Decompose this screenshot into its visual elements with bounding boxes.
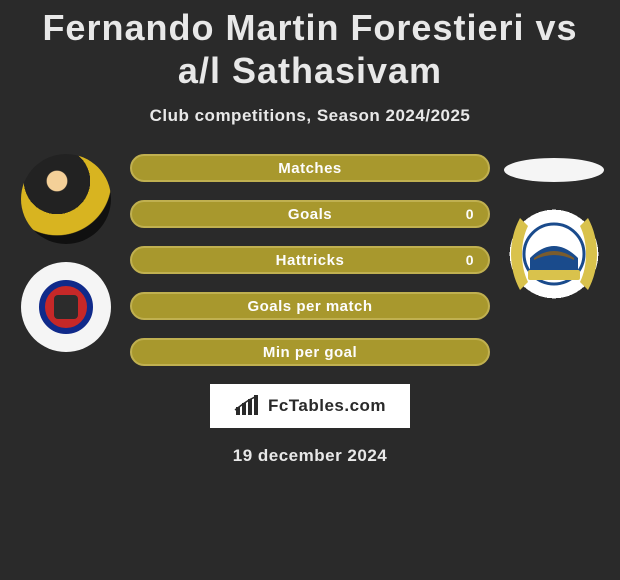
stat-matches: Matches [130,154,490,182]
stat-goals-per-match: Goals per match [130,292,490,320]
bar-chart-icon [234,395,262,417]
player1-team-logo [21,262,111,352]
player2-avatar [504,158,604,182]
comparison-content: Matches Goals 0 Hattricks 0 Goals per ma… [0,154,620,366]
stat-hattricks: Hattricks 0 [130,246,490,274]
player-left-column [6,154,126,352]
stat-label: Matches [278,160,342,177]
page-subtitle: Club competitions, Season 2024/2025 [0,106,620,126]
johor-fc-logo-icon [39,280,93,334]
player1-avatar [21,154,111,244]
stat-label: Goals [288,206,332,223]
stat-bars: Matches Goals 0 Hattricks 0 Goals per ma… [130,154,490,366]
player-right-column [494,154,614,308]
brand-text: FcTables.com [268,396,386,416]
date-text: 19 december 2024 [0,446,620,466]
stat-label: Min per goal [263,344,357,361]
brand-panel: FcTables.com [210,384,410,428]
stat-min-per-goal: Min per goal [130,338,490,366]
stat-label: Goals per match [247,298,372,315]
page-title: Fernando Martin Forestieri vs a/l Sathas… [0,0,620,92]
stat-value-right: 0 [466,206,474,222]
stat-value-right: 0 [466,252,474,268]
sabah-fa-logo-icon [500,200,608,308]
player2-team-logo [500,200,608,308]
stat-label: Hattricks [276,252,345,269]
stat-goals: Goals 0 [130,200,490,228]
